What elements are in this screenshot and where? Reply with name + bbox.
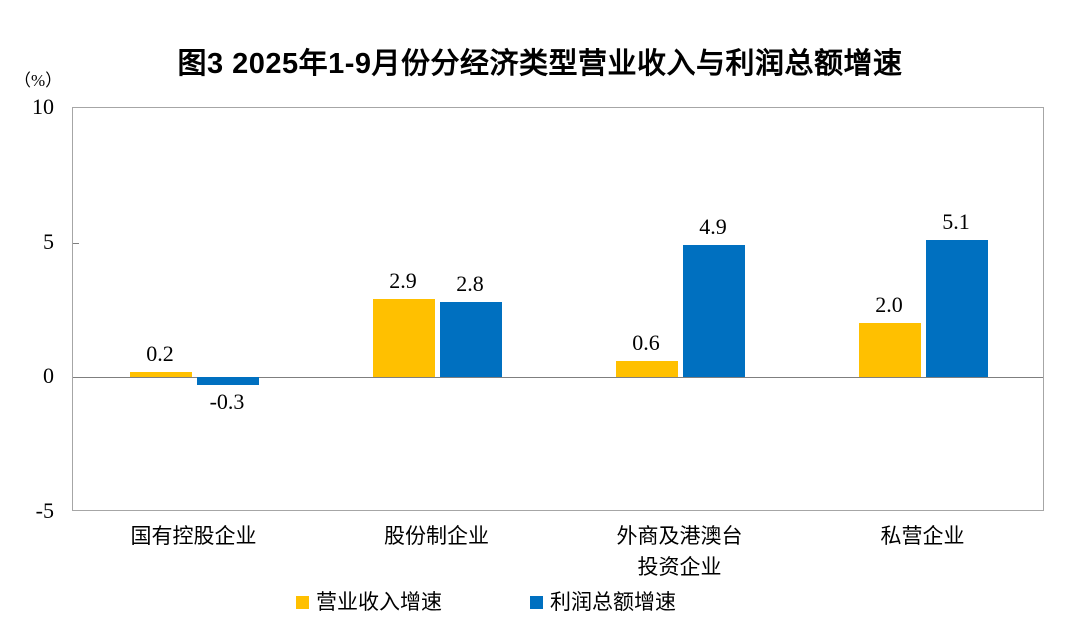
- bar-revenue-growth: [373, 299, 435, 378]
- legend-label: 营业收入增速: [316, 590, 442, 614]
- x-category-label: 私营企业: [880, 524, 965, 548]
- bar-value-label: 2.8: [456, 270, 484, 296]
- y-tick-label: 10: [32, 94, 54, 119]
- bar-revenue-growth: [130, 371, 192, 378]
- x-category-label: 外商及港澳台 投资企业: [616, 524, 743, 579]
- x-category-label: 国有控股企业: [130, 524, 257, 548]
- bar-profit-growth: [683, 245, 745, 378]
- bar-value-label: -0.3: [209, 389, 245, 415]
- bar-profit-growth: [197, 377, 259, 386]
- legend-label: 利润总额增速: [550, 590, 676, 614]
- bar-profit-growth: [440, 301, 502, 378]
- bar-value-label: 2.9: [389, 268, 417, 294]
- bar-value-label: 0.6: [632, 330, 660, 356]
- bar-value-label: 4.9: [699, 214, 727, 240]
- legend-item-revenue: 营业收入增速: [296, 589, 442, 615]
- y-tick-label: 0: [43, 363, 54, 389]
- bar-revenue-growth: [859, 323, 921, 378]
- legend-swatch: [530, 595, 543, 609]
- y-tick-mark: [73, 242, 79, 244]
- y-tick-label: 5: [43, 228, 54, 254]
- legend: 营业收入增速 利润总额增速: [296, 589, 676, 615]
- bar-value-label: 2.0: [875, 292, 903, 318]
- x-category-label: 股份制企业: [384, 524, 489, 548]
- legend-item-profit: 利润总额增速: [530, 589, 676, 615]
- zero-gridline: [73, 376, 1043, 379]
- plot-area: [72, 107, 1044, 511]
- y-tick-label: -5: [35, 498, 54, 523]
- bar-profit-growth: [926, 239, 988, 378]
- chart-title: 图3 2025年1-9月份分经济类型营业收入与利润总额增速: [177, 48, 903, 80]
- legend-swatch: [296, 595, 309, 609]
- bar-value-label: 5.1: [942, 208, 970, 234]
- bar-revenue-growth: [616, 361, 678, 378]
- y-axis-unit-label: （%）: [14, 71, 63, 90]
- bar-value-label: 0.2: [146, 340, 174, 366]
